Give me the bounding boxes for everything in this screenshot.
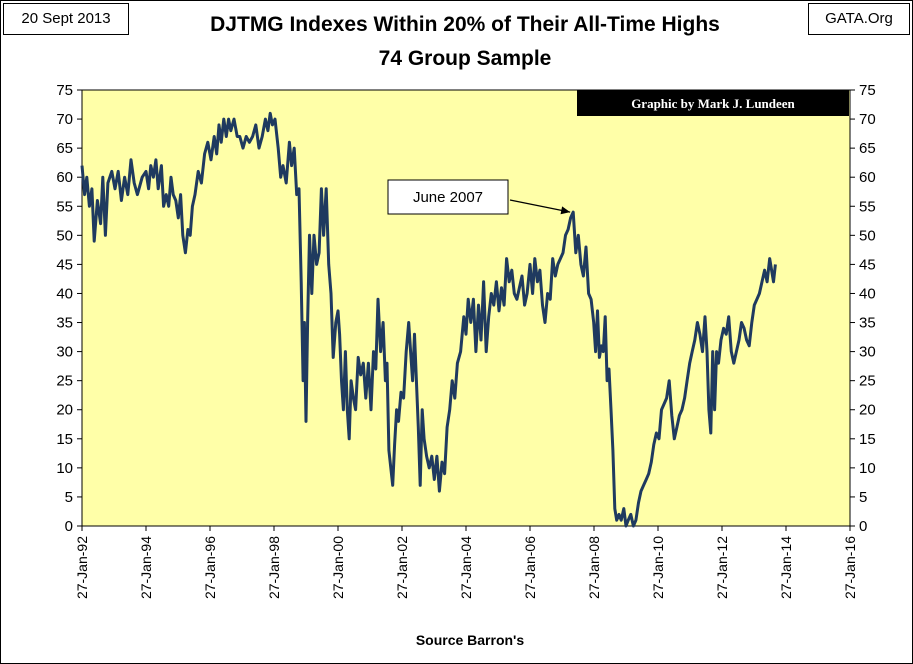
y-tick-label-right: 30 (859, 344, 876, 361)
y-tick-label-left: 0 (65, 518, 73, 535)
x-tick-label: 27-Jan-96 (202, 536, 218, 599)
x-tick-label: 27-Jan-14 (778, 536, 794, 599)
credit-text: Graphic by Mark J. Lundeen (631, 96, 795, 111)
annotation-arrow (509, 199, 571, 213)
y-tick-label-left: 45 (56, 256, 73, 273)
y-tick-label-left: 65 (56, 140, 73, 157)
y-tick-label-left: 35 (56, 315, 73, 332)
x-axis-label: Source Barron's (416, 632, 525, 648)
x-tick-label: 27-Jan-06 (522, 536, 538, 599)
y-tick-label-right: 65 (859, 140, 876, 157)
y-tick-label-left: 5 (65, 489, 73, 506)
y-tick-label-left: 25 (56, 373, 73, 390)
y-tick-label-right: 10 (859, 460, 876, 477)
credit-bg (577, 90, 849, 116)
annotation-box (387, 179, 509, 215)
chart-title: DJTMG Indexes Within 20% of Their All-Ti… (210, 13, 720, 36)
series-line (80, 111, 777, 528)
y-tick-label-left: 50 (56, 227, 73, 244)
x-tick-label: 27-Jan-10 (650, 536, 666, 599)
y-tick-label-right: 25 (859, 373, 876, 390)
y-tick-label-right: 5 (859, 489, 867, 506)
y-tick-label-left: 70 (56, 111, 73, 128)
x-tick-label: 27-Jan-94 (138, 536, 154, 599)
y-tick-label-right: 0 (859, 518, 867, 535)
y-tick-label-left: 75 (56, 82, 73, 99)
x-tick-label: 27-Jan-04 (458, 536, 474, 599)
y-tick-label-right: 40 (859, 285, 876, 302)
x-axis: 27-Jan-92 27-Jan-94 27-Jan-96 27-Jan-98 27-J… (74, 526, 858, 599)
x-tick-label: 27-Jan-00 (330, 536, 346, 599)
annotation: June 2007 (387, 179, 571, 215)
plot-area (81, 89, 851, 527)
x-tick-label: 27-Jan-92 (74, 536, 90, 599)
x-tick-label: 27-Jan-02 (394, 536, 410, 599)
y-tick-label-right: 55 (859, 198, 876, 215)
y-tick-label-right: 60 (859, 169, 876, 186)
y-tick-label-left: 10 (56, 460, 73, 477)
annotation-text: June 2007 (413, 189, 483, 206)
credit-box: Graphic by Mark J. Lundeen (577, 90, 849, 116)
y-tick-label-right: 45 (859, 256, 876, 273)
y-tick-label-right: 15 (859, 431, 876, 448)
y-tick-label-right: 70 (859, 111, 876, 128)
date-box: 20 Sept 2013 (3, 3, 129, 35)
x-tick-label: 27-Jan-08 (586, 536, 602, 599)
y-axis-right: 0 5 10 15 20 25 30 35 40 45 50 55 60 65 70 75 (850, 82, 876, 535)
y-tick-label-left: 55 (56, 198, 73, 215)
annotation-arrow-head (560, 206, 571, 215)
y-axis-left: 0 5 10 15 20 25 30 35 40 45 50 55 60 65 70 75 (56, 82, 82, 535)
x-tick-label: 27-Jan-12 (714, 536, 730, 599)
y-tick-label-left: 15 (56, 431, 73, 448)
y-tick-label-right: 20 (859, 402, 876, 419)
x-tick-label: 27-Jan-16 (842, 536, 858, 599)
source-box: GATA.Org (808, 3, 910, 35)
y-tick-label-left: 20 (56, 402, 73, 419)
y-tick-label-left: 30 (56, 344, 73, 361)
x-tick-label: 27-Jan-98 (266, 536, 282, 599)
chart-subtitle: 74 Group Sample (378, 47, 552, 70)
y-tick-label-right: 75 (859, 82, 876, 99)
y-tick-label-right: 35 (859, 315, 876, 332)
y-tick-label-left: 60 (56, 169, 73, 186)
y-tick-label-right: 50 (859, 227, 876, 244)
y-tick-label-left: 40 (56, 285, 73, 302)
